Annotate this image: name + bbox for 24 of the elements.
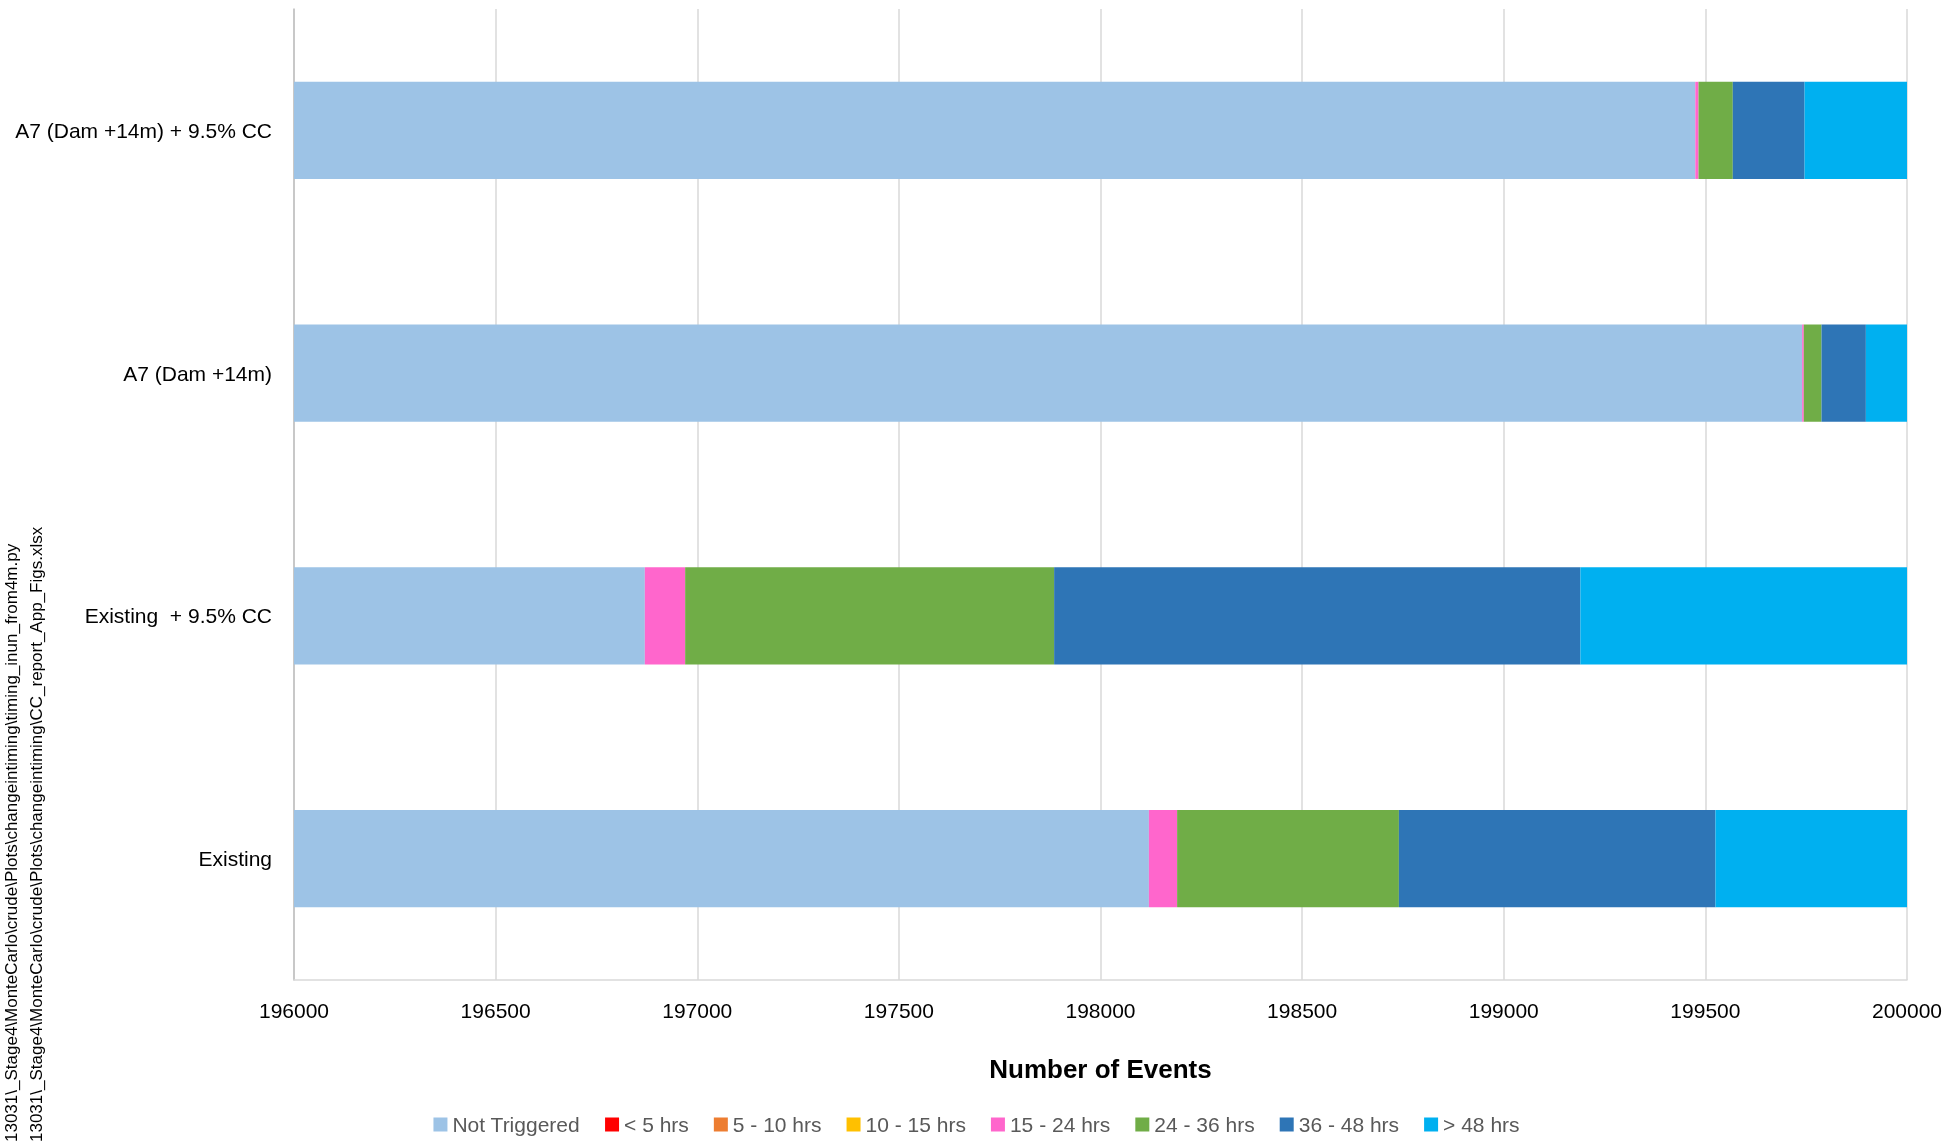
x-tick-label: 197000 bbox=[662, 999, 733, 1022]
x-tick-label: 197500 bbox=[863, 999, 934, 1022]
legend-label: 24 - 36 hrs bbox=[1154, 1113, 1255, 1136]
x-axis-title: Number of Events bbox=[989, 1054, 1212, 1084]
legend-label: 15 - 24 hrs bbox=[1009, 1113, 1111, 1136]
x-tick-label: 198000 bbox=[1065, 999, 1136, 1022]
text: 13031\_Stage4\MonteCarlo\crude\Plots\changeintiming\timing_inun_from4m.py bbox=[1, 543, 21, 1142]
legend-label: 36 - 48 hrs bbox=[1298, 1113, 1400, 1136]
x-tick-label: 198500 bbox=[1267, 999, 1338, 1022]
legend-label: < 5 hrs bbox=[624, 1113, 689, 1136]
legend-label: Not Triggered bbox=[452, 1113, 580, 1136]
x-tick-label: 199000 bbox=[1468, 999, 1539, 1022]
y-tick-label: Existing + 9.5% CC bbox=[84, 604, 272, 628]
y-tick-label: A7 (Dam +14m) bbox=[123, 361, 272, 385]
legend-label: 5 - 10 hrs bbox=[732, 1113, 822, 1136]
x-tick-label: 196500 bbox=[460, 999, 531, 1022]
x-tick-label: 200000 bbox=[1871, 999, 1943, 1022]
x-tick-label: 196000 bbox=[258, 999, 330, 1022]
y-tick-label: A7 (Dam +14m) + 9.5% CC bbox=[15, 118, 272, 142]
y-tick-label: Existing bbox=[198, 847, 272, 871]
text: 13031\_Stage4\MonteCarlo\crude\Plots\changeintiming\CC_report_App_Figs.xlsx bbox=[26, 526, 46, 1142]
x-tick-label: 199500 bbox=[1670, 999, 1741, 1022]
legend-label: 10 - 15 hrs bbox=[865, 1113, 966, 1136]
legend-label: > 48 hrs bbox=[1443, 1113, 1520, 1136]
